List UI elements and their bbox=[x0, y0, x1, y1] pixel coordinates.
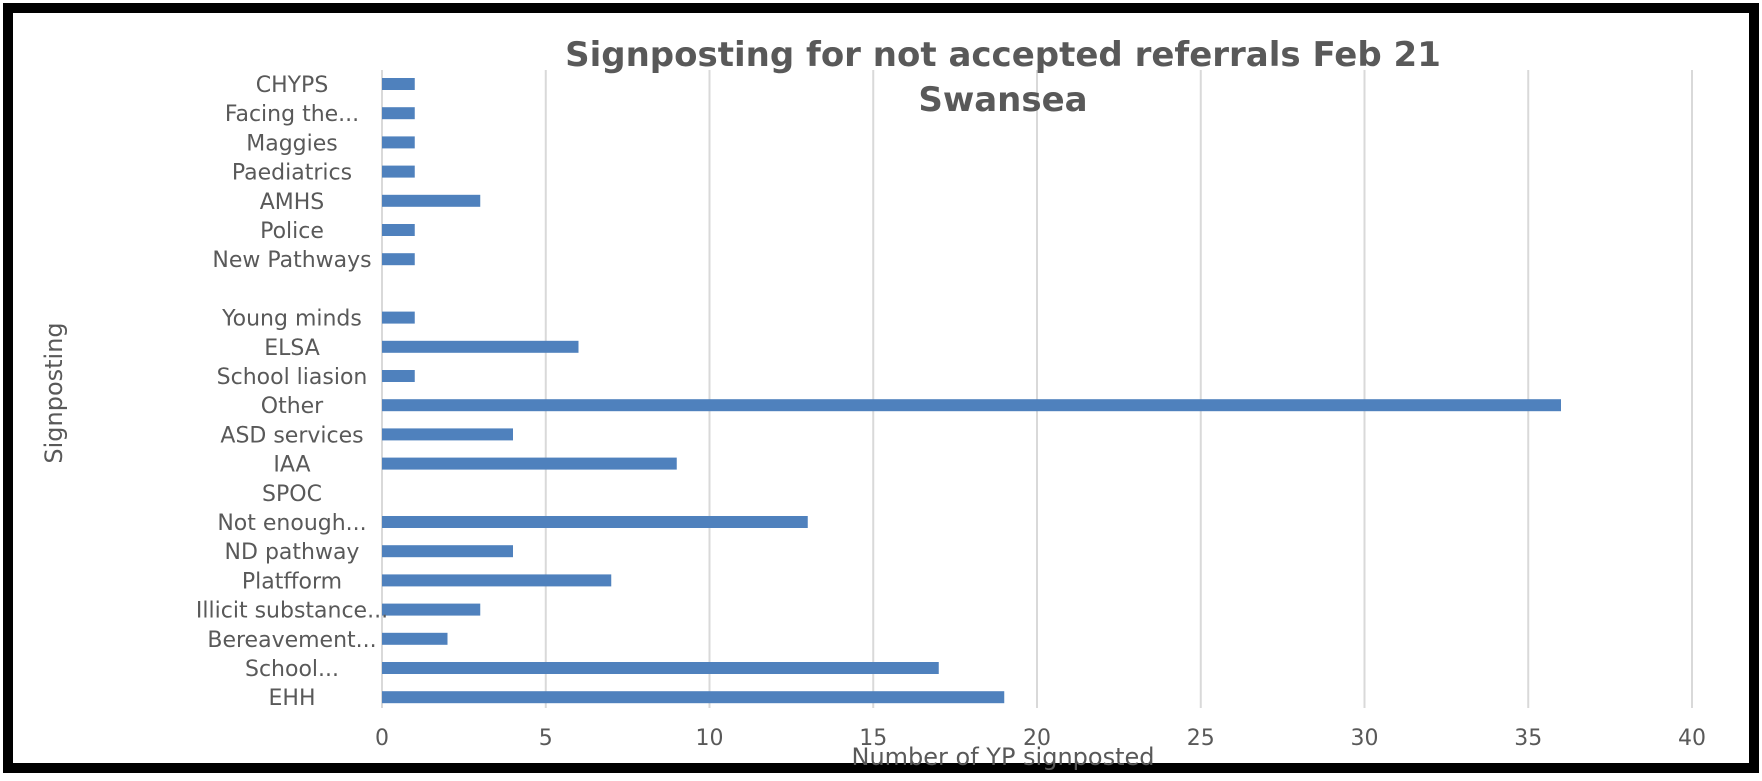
category-label: SPOC bbox=[262, 482, 322, 507]
x-axis-title: Number of YP signposted bbox=[851, 743, 1154, 771]
category-label: School liasion bbox=[217, 365, 368, 390]
x-tick-label: 10 bbox=[696, 726, 724, 751]
bar bbox=[382, 399, 1561, 412]
bar bbox=[382, 370, 415, 382]
y-axis-title: Signposting bbox=[40, 322, 68, 463]
chart-title-line-1: Signposting for not accepted referrals F… bbox=[565, 35, 1441, 75]
bar bbox=[382, 516, 808, 528]
category-label: Paediatrics bbox=[232, 161, 352, 186]
category-label: Other bbox=[261, 394, 324, 419]
category-label: Not enough... bbox=[217, 511, 366, 536]
bar bbox=[382, 574, 612, 587]
x-tick-label: 40 bbox=[1678, 726, 1706, 751]
x-tick-label: 35 bbox=[1514, 726, 1542, 751]
category-label: Police bbox=[260, 219, 324, 244]
category-label: New Pathways bbox=[212, 248, 371, 273]
bar bbox=[382, 545, 513, 558]
category-label: ELSA bbox=[264, 336, 320, 361]
bar bbox=[382, 194, 481, 207]
x-tick-labels: 0 5 10 15 20 25 30 35 40 bbox=[375, 726, 1706, 751]
bar bbox=[382, 224, 415, 236]
category-label: AMHS bbox=[260, 190, 325, 215]
bar bbox=[382, 457, 677, 470]
category-label: ASD services bbox=[220, 423, 363, 448]
bar bbox=[382, 107, 415, 120]
chart-title-line-2: Swansea bbox=[918, 80, 1087, 120]
bar bbox=[382, 253, 415, 266]
category-label: Facing the... bbox=[225, 102, 359, 127]
bar bbox=[382, 165, 415, 178]
bar bbox=[382, 662, 939, 674]
bar bbox=[382, 340, 579, 353]
category-label: CHYPS bbox=[256, 73, 329, 98]
category-label: Illicit substance... bbox=[196, 599, 388, 624]
category-label: EHH bbox=[269, 686, 316, 711]
category-label: Bereavement... bbox=[207, 628, 376, 653]
bar bbox=[382, 632, 448, 645]
category-label: ND pathway bbox=[225, 540, 360, 565]
category-label: Young minds bbox=[221, 307, 362, 332]
x-tick-label: 25 bbox=[1187, 726, 1215, 751]
chart-title: Signposting for not accepted referrals F… bbox=[565, 35, 1441, 120]
x-tick-label: 5 bbox=[539, 726, 553, 751]
bar bbox=[382, 428, 513, 441]
category-label: School... bbox=[245, 657, 339, 682]
bars bbox=[382, 78, 1561, 704]
chart-border bbox=[3, 3, 1759, 773]
x-tick-label: 15 bbox=[859, 726, 887, 751]
x-tick-label: 20 bbox=[1023, 726, 1051, 751]
bar bbox=[382, 691, 1005, 704]
x-tick-label: 30 bbox=[1351, 726, 1379, 751]
bar bbox=[382, 603, 481, 616]
bar bbox=[382, 78, 415, 90]
category-labels: CHYPS Facing the... Maggies Paediatrics AMHS… bbox=[196, 73, 388, 711]
category-label: Platfform bbox=[242, 569, 342, 594]
bar bbox=[382, 136, 415, 149]
bar bbox=[382, 311, 415, 324]
category-label: Maggies bbox=[246, 131, 338, 156]
x-tick-label: 0 bbox=[375, 726, 389, 751]
category-label: IAA bbox=[273, 453, 310, 478]
